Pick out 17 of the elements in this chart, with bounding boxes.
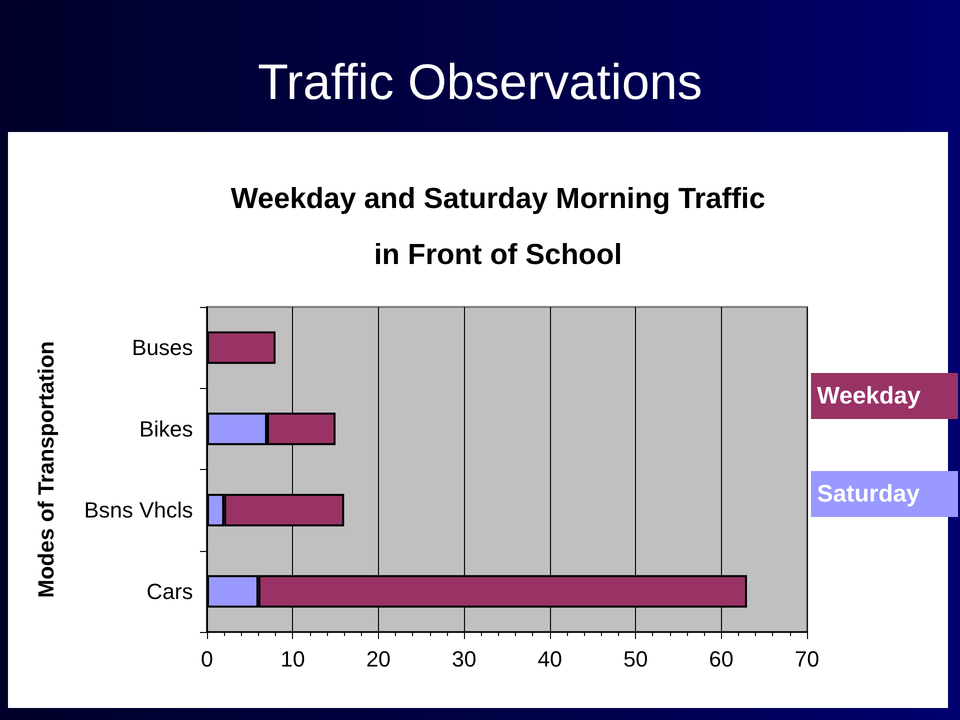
y-tick-label: Buses bbox=[132, 335, 193, 360]
text: Weekday bbox=[817, 382, 922, 410]
chart-title: Traffic Observations bbox=[258, 54, 702, 110]
x-tick-label: 70 bbox=[794, 646, 820, 672]
chart-subtitle: Weekday and Saturday Morning Traffic in Front of School bbox=[230, 183, 766, 271]
y-tick-label: Cars bbox=[146, 578, 193, 604]
y-axis-title: Modes of Transportation bbox=[34, 341, 58, 598]
x-tick-label: 60 bbox=[709, 646, 734, 672]
text: Saturday bbox=[817, 480, 920, 508]
x-tick-label: 30 bbox=[452, 646, 476, 672]
y-tick-label: Bsns Vhcls bbox=[84, 498, 193, 523]
x-tick-label: 0 bbox=[200, 646, 214, 672]
x-tick-label: 10 bbox=[280, 646, 305, 672]
y-tick-label: Bikes bbox=[139, 416, 193, 442]
x-tick-label: 20 bbox=[366, 646, 391, 672]
x-tick-label: 40 bbox=[538, 646, 562, 672]
x-tick-label: 50 bbox=[623, 646, 648, 672]
